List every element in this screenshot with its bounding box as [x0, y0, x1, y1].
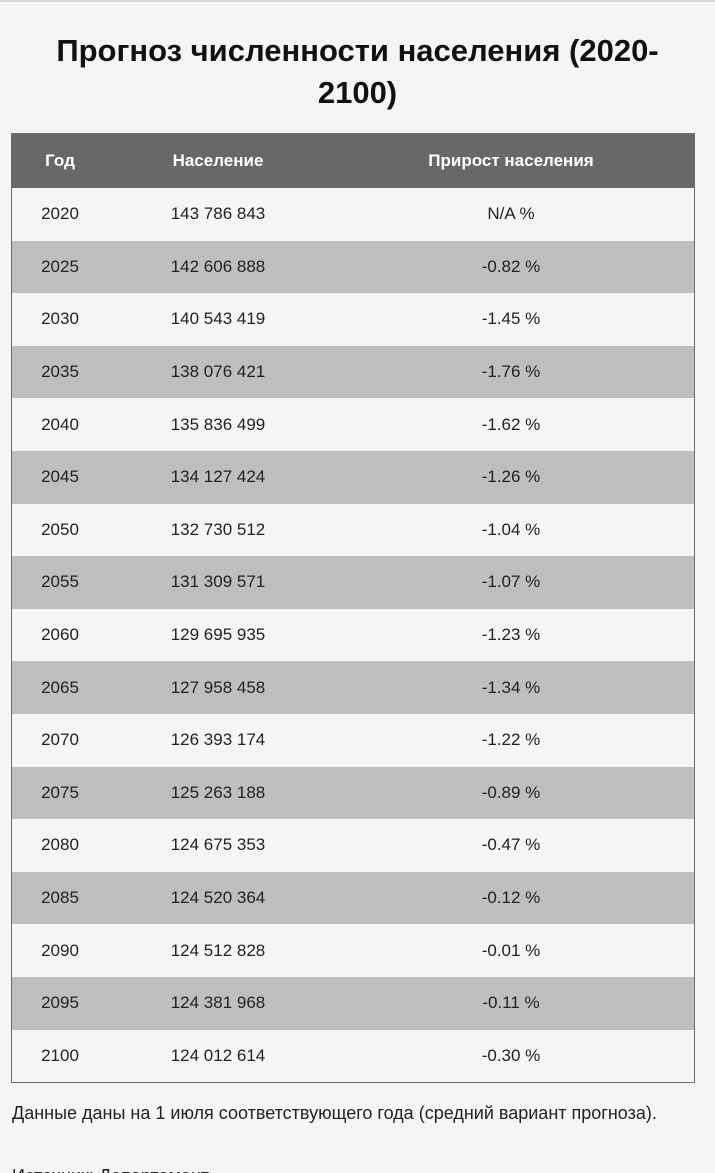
year-cell: 2070: [41, 730, 79, 750]
growth-cell: -0.47 %: [481, 835, 541, 855]
year-cell: 2035: [41, 362, 79, 382]
top-divider: [0, 0, 715, 2]
table-header-row: Год Население Прирост населения: [12, 134, 694, 188]
year-cell: 2085: [41, 888, 79, 908]
year-cell: 2060: [41, 625, 79, 645]
growth-cell: -1.04 %: [481, 519, 541, 539]
table-row: 2025 142 606 888 -0.82 %: [12, 240, 694, 294]
table-row: 2075 125 263 188 -0.89 %: [12, 766, 694, 820]
population-cell: 135 836 499: [170, 414, 266, 434]
growth-cell: -0.30 %: [481, 1045, 541, 1065]
table-row: 2035 138 076 421 -1.76 %: [12, 345, 694, 399]
growth-cell: -0.89 %: [481, 782, 541, 802]
table-row: 2065 127 958 458 -1.34 %: [12, 661, 694, 714]
year-cell: 2020: [41, 204, 79, 224]
year-cell: 2080: [41, 835, 79, 855]
population-cell: 143 786 843: [170, 204, 266, 224]
growth-cell: -1.26 %: [481, 467, 541, 487]
year-cell: 2050: [41, 519, 79, 539]
source-text: Источник: Департамент: [12, 1163, 692, 1173]
growth-cell: -1.22 %: [481, 730, 541, 750]
page-title: Прогноз численности населения (2020-2100…: [56, 33, 659, 110]
population-cell: 131 309 571: [170, 572, 266, 592]
table-row: 2050 132 730 512 -1.04 %: [12, 503, 694, 557]
population-cell: 132 730 512: [170, 519, 266, 539]
growth-cell: -1.45 %: [481, 309, 541, 329]
population-cell: 124 675 353: [170, 835, 266, 855]
population-cell: 124 381 968: [170, 993, 266, 1013]
growth-cell: -1.34 %: [481, 677, 541, 697]
table-row: 2070 126 393 174 -1.22 %: [12, 713, 694, 767]
population-cell: 134 127 424: [170, 467, 266, 487]
table-body: 2020 143 786 843 N/A % 2025 142 606 888 …: [12, 188, 694, 1083]
population-forecast-table: Год Население Прирост населения 2020 143…: [12, 134, 694, 1083]
growth-cell: -0.01 %: [481, 940, 541, 960]
year-cell: 2030: [41, 309, 79, 329]
population-cell: 127 958 458: [170, 677, 266, 697]
table-row: 2045 134 127 424 -1.26 %: [12, 450, 694, 504]
growth-cell: -1.76 %: [481, 362, 541, 382]
population-cell: 124 512 828: [170, 940, 266, 960]
population-cell: 138 076 421: [170, 362, 266, 382]
growth-cell: -0.12 %: [481, 888, 541, 908]
year-cell: 2065: [41, 677, 79, 697]
population-cell: 140 543 419: [170, 309, 266, 329]
footnote: Данные даны на 1 июля соответствующего г…: [12, 1103, 657, 1123]
table-row: 2055 131 309 571 -1.07 %: [12, 556, 694, 609]
table-row: 2030 140 543 419 -1.45 %: [12, 293, 694, 346]
table-row: 2040 135 836 499 -1.62 %: [12, 398, 694, 451]
year-cell: 2025: [41, 256, 79, 276]
column-header-population: Население: [172, 151, 264, 170]
table-row: 2020 143 786 843 N/A %: [12, 188, 694, 241]
year-cell: 2045: [41, 467, 79, 487]
year-cell: 2055: [41, 572, 79, 592]
table-row: 2060 129 695 935 -1.23 %: [12, 608, 694, 662]
year-cell: 2040: [41, 414, 79, 434]
population-cell: 126 393 174: [170, 730, 266, 750]
table-row: 2090 124 512 828 -0.01 %: [12, 924, 694, 977]
population-table-container: Год Население Прирост населения 2020 143…: [11, 133, 695, 1084]
year-cell: 2090: [41, 940, 79, 960]
population-cell: 124 012 614: [170, 1045, 266, 1065]
year-cell: 2095: [41, 993, 79, 1013]
growth-cell: -1.23 %: [481, 625, 541, 645]
growth-cell: -1.62 %: [481, 414, 541, 434]
growth-cell: -0.82 %: [481, 256, 541, 276]
population-cell: 124 520 364: [170, 888, 266, 908]
column-header-year: Год: [45, 151, 75, 170]
year-cell: 2100: [41, 1045, 79, 1065]
year-cell: 2075: [41, 782, 79, 802]
column-header-growth: Прирост населения: [428, 151, 594, 170]
population-cell: 129 695 935: [170, 625, 266, 645]
table-row: 2100 124 012 614 -0.30 %: [12, 1029, 694, 1083]
growth-cell: -0.11 %: [482, 993, 540, 1013]
table-header: Год Население Прирост населения: [12, 134, 694, 188]
table-row: 2095 124 381 968 -0.11 %: [12, 976, 694, 1030]
population-cell: 142 606 888: [170, 256, 266, 276]
growth-cell: N/A %: [487, 204, 535, 224]
table-row: 2085 124 520 364 -0.12 %: [12, 871, 694, 925]
growth-cell: -1.07 %: [481, 572, 541, 592]
table-row: 2080 124 675 353 -0.47 %: [12, 819, 694, 872]
population-cell: 125 263 188: [170, 782, 266, 802]
source-line-partial: Источник: Департамент: [12, 1163, 692, 1173]
